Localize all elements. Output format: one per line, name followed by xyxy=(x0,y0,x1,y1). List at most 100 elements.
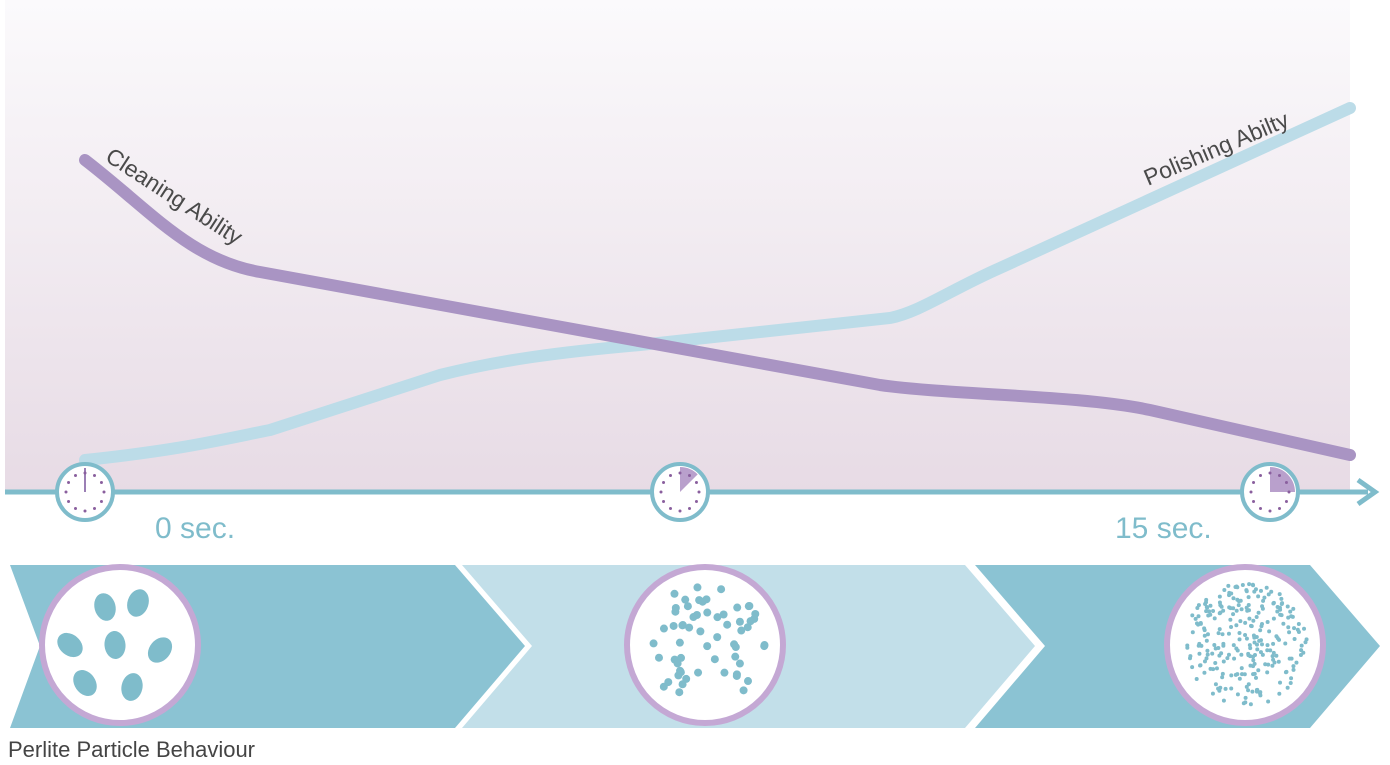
particle xyxy=(1212,643,1217,648)
particles xyxy=(39,564,1326,726)
particle xyxy=(1286,625,1291,630)
particle xyxy=(1260,604,1265,609)
particle xyxy=(1208,666,1213,671)
particle xyxy=(1258,650,1263,655)
particle xyxy=(1198,663,1203,668)
particle xyxy=(1185,645,1190,650)
particle xyxy=(1278,607,1283,612)
particle xyxy=(1194,621,1199,626)
particle xyxy=(1237,637,1242,642)
particle xyxy=(1250,582,1255,587)
particle xyxy=(1232,656,1237,661)
particle xyxy=(1264,585,1269,590)
particle xyxy=(732,670,741,679)
polishing-curve xyxy=(79,102,1356,466)
particle xyxy=(1226,652,1231,657)
particle xyxy=(737,626,746,635)
particle xyxy=(1249,624,1254,629)
particle xyxy=(673,659,682,668)
particle xyxy=(1235,692,1240,697)
particle xyxy=(675,638,684,647)
particle xyxy=(683,602,692,611)
particle xyxy=(1258,628,1263,633)
particle xyxy=(1268,648,1273,653)
particle xyxy=(1248,702,1253,707)
particle xyxy=(1217,627,1222,632)
clock-dot xyxy=(662,500,666,503)
clock-dot xyxy=(669,474,672,478)
particle xyxy=(1251,633,1256,638)
particle xyxy=(1287,656,1292,661)
particle xyxy=(1229,686,1234,691)
clocks xyxy=(55,462,1300,522)
particle xyxy=(649,639,658,648)
particle xyxy=(1288,680,1293,685)
particle xyxy=(1202,628,1207,633)
particle xyxy=(1204,656,1209,661)
particle xyxy=(1254,642,1259,647)
particle xyxy=(1250,689,1255,694)
particle xyxy=(1289,614,1294,619)
particle xyxy=(675,688,684,697)
particle xyxy=(1208,603,1213,608)
particle xyxy=(1225,656,1230,661)
particle xyxy=(1243,695,1248,700)
particle xyxy=(685,623,694,632)
particle xyxy=(1220,675,1225,680)
particle xyxy=(1226,631,1231,636)
particle xyxy=(1271,600,1276,605)
particle xyxy=(1259,638,1264,643)
particle xyxy=(745,601,754,610)
particle xyxy=(1238,619,1243,624)
clock-dot xyxy=(83,471,87,475)
particle xyxy=(1231,596,1236,601)
time-label: 0 sec. xyxy=(155,512,235,545)
particle xyxy=(1294,660,1299,665)
particle xyxy=(1190,630,1195,635)
clock-sector xyxy=(680,467,698,492)
particle xyxy=(1213,646,1218,651)
caption: Perlite Particle Behaviour xyxy=(8,737,255,762)
particle xyxy=(713,633,722,642)
particle xyxy=(1296,621,1301,626)
particle xyxy=(1277,637,1282,642)
particle xyxy=(1190,613,1195,618)
particle xyxy=(1217,611,1222,616)
particle xyxy=(57,632,83,658)
particle xyxy=(1270,663,1275,668)
particle xyxy=(1197,651,1202,656)
clock-dot xyxy=(74,506,77,510)
clock-dot xyxy=(688,506,691,510)
particle xyxy=(1221,698,1226,703)
particle xyxy=(720,668,729,677)
particle xyxy=(689,613,698,622)
particle xyxy=(1291,667,1296,672)
particle xyxy=(1274,653,1279,658)
particle xyxy=(1284,669,1289,674)
particle xyxy=(1221,643,1226,648)
particle xyxy=(1253,587,1258,592)
particle xyxy=(710,655,719,664)
particle xyxy=(1277,691,1282,696)
particle xyxy=(1251,618,1256,623)
particle xyxy=(674,671,683,680)
clock-dot xyxy=(102,490,106,494)
particle xyxy=(1204,604,1209,609)
particle xyxy=(1247,616,1252,621)
particle xyxy=(1239,607,1244,612)
clock-dot xyxy=(1268,509,1272,513)
particle xyxy=(1239,666,1244,671)
particle xyxy=(1283,641,1288,646)
particle xyxy=(1227,590,1232,595)
particle xyxy=(1295,627,1300,632)
particle xyxy=(1193,616,1198,621)
particle xyxy=(1259,624,1264,629)
particle xyxy=(1210,691,1215,696)
particle xyxy=(1299,643,1304,648)
particle xyxy=(1258,588,1263,593)
clock-dot xyxy=(93,506,96,510)
particle xyxy=(713,613,722,622)
particle xyxy=(1190,665,1195,670)
